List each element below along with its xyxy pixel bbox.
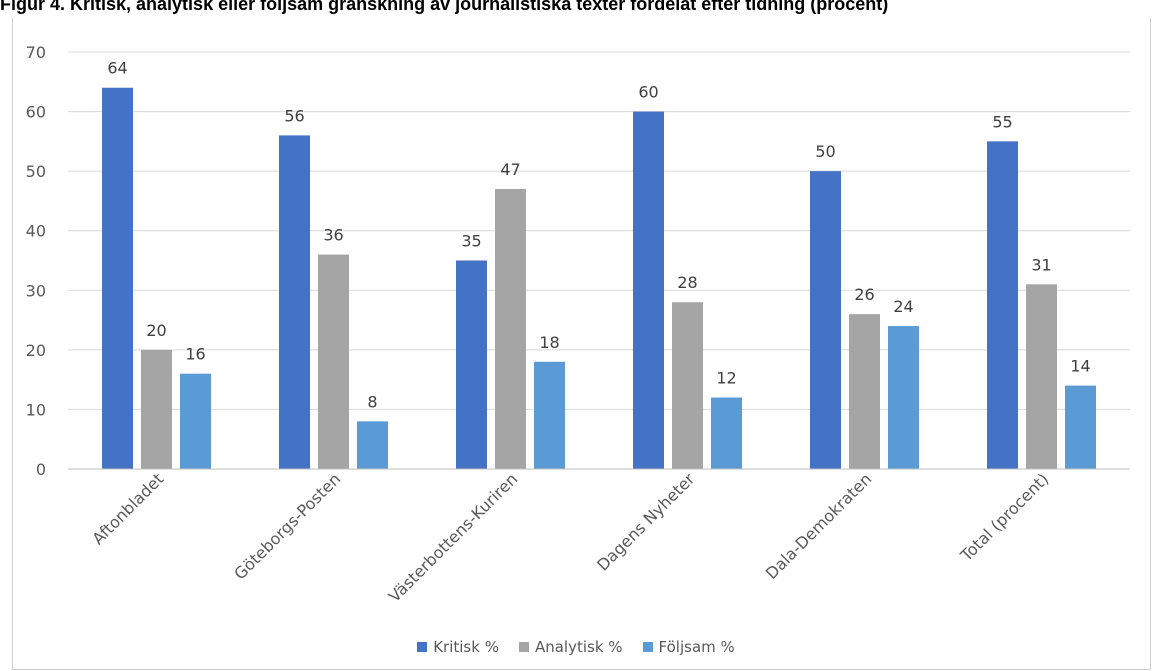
legend-swatch (518, 642, 529, 652)
bar (357, 421, 388, 469)
bar (495, 189, 526, 469)
legend-label: Följsam % (658, 638, 735, 656)
data-label: 64 (107, 59, 127, 78)
y-tick-label: 50 (26, 162, 46, 181)
data-label: 36 (323, 226, 343, 245)
data-label: 14 (1070, 357, 1090, 376)
chart-title-area: Figur 4. Kritisk, analytisk eller följsa… (0, 0, 1152, 18)
legend: Kritisk % Analytisk % Följsam % (0, 638, 1152, 656)
data-label: 35 (461, 232, 481, 251)
data-label: 31 (1031, 255, 1051, 274)
bar (141, 349, 172, 469)
bar (711, 397, 742, 469)
bar (810, 171, 841, 469)
data-labels: 64 20 16 56 36 8 35 47 18 60 28 12 50 26 24 55 31 14 (107, 59, 1090, 412)
bar (534, 361, 565, 469)
legend-label: Kritisk % (433, 638, 499, 656)
data-label: 8 (367, 392, 377, 411)
x-tick-label: Total (procent) (956, 469, 1052, 565)
y-tick-label: 20 (26, 341, 46, 360)
y-tick-label: 60 (26, 103, 46, 122)
data-label: 50 (815, 142, 835, 161)
chart-frame (12, 18, 1151, 670)
legend-swatch (417, 642, 428, 652)
bar (888, 326, 919, 469)
bar (633, 111, 664, 470)
y-tick-label: 0 (36, 460, 46, 479)
legend-item: Analytisk % (518, 638, 623, 656)
bar (102, 87, 133, 469)
y-tick-label: 70 (26, 43, 46, 62)
data-label: 18 (539, 333, 559, 352)
data-label: 20 (146, 321, 166, 340)
x-tick-label: Göteborgs-Posten (230, 469, 344, 583)
bar (318, 254, 349, 469)
bar (672, 302, 703, 469)
legend-item: Kritisk % (417, 638, 499, 656)
data-label: 47 (500, 160, 520, 179)
data-label: 26 (854, 285, 874, 304)
y-tick-label: 40 (26, 222, 46, 241)
bar (1026, 284, 1057, 469)
bar (1065, 385, 1096, 469)
x-tick-label: Dagens Nyheter (593, 469, 699, 575)
data-label: 60 (638, 83, 658, 102)
data-label: 16 (185, 345, 205, 364)
legend-item: Följsam % (642, 638, 735, 656)
x-tick-label: Dala-Demokraten (762, 469, 876, 583)
y-axis: 0 10 20 30 40 50 60 70 (26, 43, 46, 479)
legend-label: Analytisk % (534, 638, 623, 656)
bar (456, 260, 487, 469)
data-label: 28 (677, 273, 697, 292)
data-label: 55 (992, 112, 1012, 131)
x-tick-label: Aftonbladet (88, 469, 167, 548)
bar (849, 314, 880, 469)
bar (279, 135, 310, 469)
x-tick-label: Västerbottens-Kuriren (385, 469, 522, 606)
legend-swatch (642, 642, 653, 652)
data-label: 12 (716, 369, 736, 388)
x-axis: Aftonbladet Göteborgs-Posten Västerbottens… (68, 468, 1130, 606)
bars (102, 87, 1096, 470)
y-tick-label: 30 (26, 281, 46, 300)
data-label: 24 (893, 297, 913, 316)
data-label: 56 (284, 106, 304, 125)
y-tick-label: 10 (26, 400, 46, 419)
bar (987, 141, 1018, 469)
gridlines (68, 51, 1130, 470)
bar (180, 373, 211, 469)
chart-title: Figur 4. Kritisk, analytisk eller följsa… (0, 0, 889, 14)
